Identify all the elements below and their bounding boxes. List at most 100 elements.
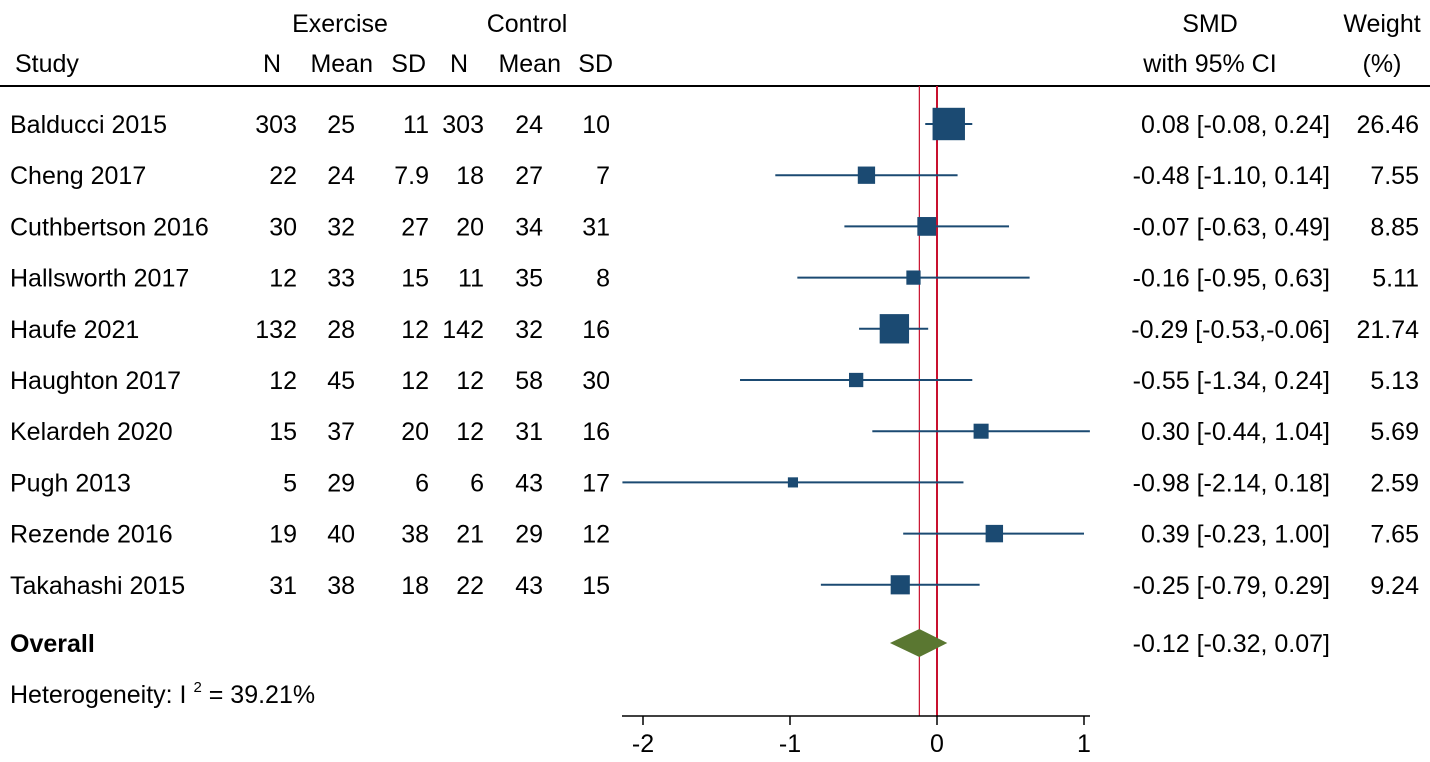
overall-label: Overall: [10, 630, 95, 658]
header-smd: SMD: [1182, 10, 1238, 38]
header-exercise: Exercise: [292, 10, 388, 38]
exercise-mean: 28: [327, 316, 355, 344]
header-ci: with 95% CI: [1142, 50, 1276, 78]
exercise-sd: 18: [401, 572, 429, 600]
weight-text: 2.59: [1370, 469, 1419, 497]
ci-text: -0.16 [-0.95, 0.63]: [1133, 265, 1330, 293]
exercise-n: 22: [269, 162, 297, 190]
effect-marker: [857, 166, 876, 184]
exercise-n: 12: [269, 367, 297, 395]
exercise-n: 19: [269, 521, 297, 549]
control-sd: 16: [582, 316, 610, 344]
heterogeneity-prefix: Heterogeneity: I: [10, 681, 187, 709]
exercise-sd: 12: [401, 316, 429, 344]
study-row: Haughton 2017 12 45 12 12 58 30 -0.55 [-1.34, 0…: [10, 367, 1419, 395]
study-row: Pugh 2013 5 29 6 6 43 17 -0.98 [-2.14, 0.18] 2.5…: [10, 469, 1419, 497]
control-mean: 43: [515, 572, 543, 600]
exercise-n: 5: [283, 469, 297, 497]
header-ex-mean: Mean: [310, 50, 373, 78]
study-row: Balducci 2015 303 25 11 303 24 10 0.08 [-0.08, …: [10, 107, 1419, 141]
weight-text: 5.69: [1370, 418, 1419, 446]
header-ct-n: N: [450, 50, 468, 78]
study-row: Kelardeh 2020 15 37 20 12 31 16 0.30 [-0.44, 1.…: [10, 418, 1419, 446]
exercise-sd: 12: [401, 367, 429, 395]
exercise-n: 30: [269, 213, 297, 241]
study-label: Haughton 2017: [10, 367, 181, 395]
control-sd: 31: [582, 213, 610, 241]
effect-marker: [932, 107, 965, 141]
study-row: Hallsworth 2017 12 33 15 11 35 8 -0.16 [-0.95, …: [10, 265, 1419, 293]
ci-text: 0.08 [-0.08, 0.24]: [1141, 111, 1330, 139]
control-n: 303: [442, 111, 484, 139]
exercise-sd: 20: [401, 418, 429, 446]
overall-diamond: [889, 629, 948, 657]
header-ct-sd: SD: [578, 50, 613, 78]
study-label: Haufe 2021: [10, 316, 139, 344]
study-label: Balducci 2015: [10, 111, 167, 139]
heterogeneity-suffix: = 39.21%: [209, 681, 315, 709]
header-control: Control: [487, 10, 568, 38]
effect-marker: [973, 423, 989, 439]
x-axis: -2 -1 0 1: [622, 715, 1091, 758]
reference-lines: [918, 86, 938, 716]
ci-text: -0.25 [-0.79, 0.29]: [1133, 572, 1330, 600]
control-n: 21: [456, 521, 484, 549]
study-label: Takahashi 2015: [10, 572, 185, 600]
study-rows: Balducci 2015 30 3 2 5 11 303 24 10 0.08 [-0.08, …: [10, 107, 1419, 600]
weight-text: 7.55: [1370, 162, 1419, 190]
control-sd: 12: [582, 521, 610, 549]
x-tick-label: 1: [1077, 730, 1091, 758]
header-ex-sd: SD: [391, 50, 426, 78]
control-sd: 30: [582, 367, 610, 395]
exercise-n: 12: [269, 265, 297, 293]
table-header: Exercise Control SMD Weight Study N Mean…: [0, 10, 1430, 87]
exercise-sd: 7.9: [394, 162, 429, 190]
effect-marker: [849, 372, 864, 388]
effect-marker: [890, 575, 910, 595]
control-mean: 24: [515, 111, 543, 139]
study-label: Cuthbertson 2016: [10, 213, 209, 241]
control-sd: 7: [596, 162, 610, 190]
overall-row: Overall -0.12 [-0.32, 0.07] Heterogeneit…: [10, 629, 1330, 709]
control-mean: 31: [515, 418, 543, 446]
exercise-sd: 11: [403, 111, 429, 139]
control-n: 22: [456, 572, 484, 600]
exercise-n: 132: [255, 316, 297, 344]
control-mean: 32: [515, 316, 543, 344]
control-sd: 10: [582, 111, 610, 139]
header-ct-mean: Mean: [498, 50, 561, 78]
control-n: 142: [442, 316, 484, 344]
study-label: Kelardeh 2020: [10, 418, 173, 446]
x-tick-label: -2: [632, 730, 654, 758]
exercise-sd: 38: [401, 521, 429, 549]
weight-text: 9.24: [1370, 572, 1419, 600]
exercise-sd: 15: [401, 265, 429, 293]
control-n: 12: [456, 418, 484, 446]
control-sd: 17: [582, 469, 610, 497]
exercise-mean: 40: [327, 521, 355, 549]
effect-marker: [985, 524, 1004, 543]
study-row: Haufe 2021 132 28 12 142 32 16 -0.29 [-0.53,-0.…: [10, 314, 1419, 344]
study-row: Cuthbertson 2016 30 32 27 20 34 31 -0.07 [-0.63…: [10, 213, 1419, 241]
x-tick-label: 0: [930, 730, 944, 758]
study-label: Cheng 2017: [10, 162, 146, 190]
exercise-mean: 33: [327, 265, 355, 293]
exercise-mean: 32: [327, 213, 355, 241]
weight-text: 5.11: [1372, 265, 1419, 293]
control-sd: 8: [596, 265, 610, 293]
weight-text: 21.74: [1356, 316, 1419, 344]
control-mean: 58: [515, 367, 543, 395]
control-mean: 34: [515, 213, 543, 241]
ci-text: -0.55 [-1.34, 0.24]: [1133, 367, 1330, 395]
weight-text: 26.46: [1356, 111, 1419, 139]
exercise-mean: 38: [327, 572, 355, 600]
ci-text: 0.30 [-0.44, 1.04]: [1141, 418, 1330, 446]
ci-text: -0.07 [-0.63, 0.49]: [1133, 213, 1330, 241]
exercise-n: 303: [255, 111, 297, 139]
effect-marker: [917, 217, 937, 236]
overall-ci-text: -0.12 [-0.32, 0.07]: [1133, 630, 1330, 658]
effect-marker: [879, 314, 910, 344]
exercise-mean: 37: [327, 418, 355, 446]
study-row: Takahashi 2015 31 38 18 22 43 15 -0.25 [-0.79, …: [10, 572, 1419, 600]
